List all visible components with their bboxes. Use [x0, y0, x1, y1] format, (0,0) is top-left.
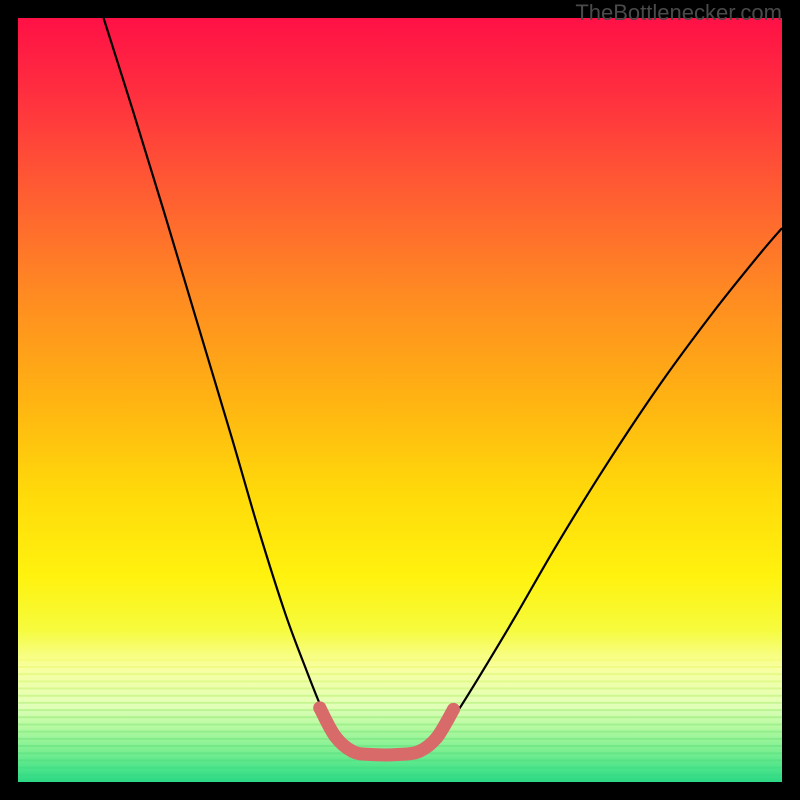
banding-lines	[18, 660, 782, 782]
curve-overlay	[0, 0, 800, 800]
chart-stage: TheBottlenecker.com	[0, 0, 800, 800]
watermark-text: TheBottlenecker.com	[575, 0, 782, 26]
left-curve	[104, 18, 333, 732]
right-curve	[442, 228, 782, 732]
